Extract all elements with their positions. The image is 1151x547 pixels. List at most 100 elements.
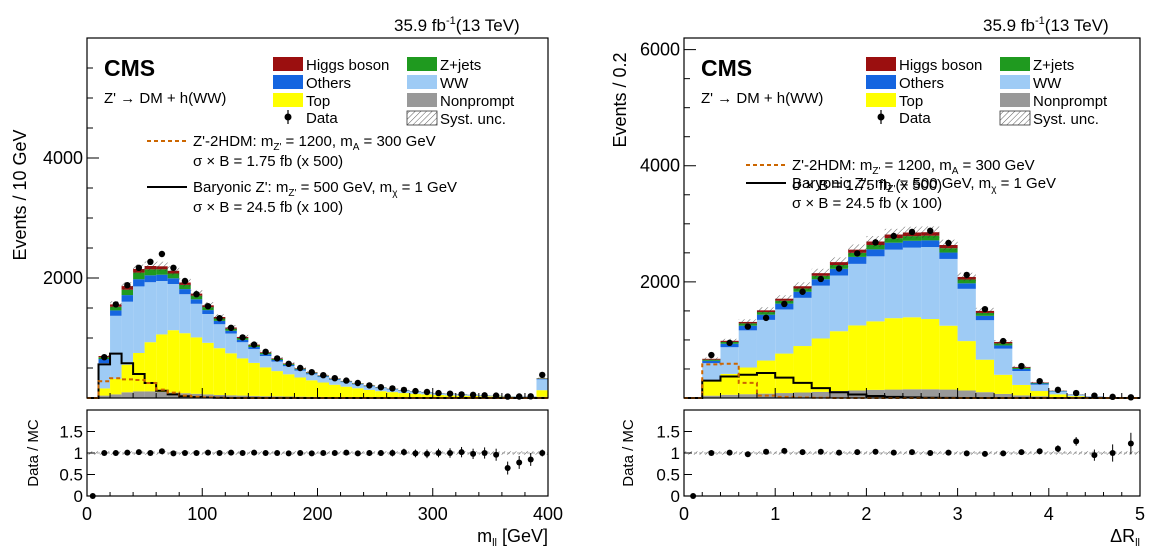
stack-bar-others bbox=[957, 283, 976, 289]
x-tick-label: 300 bbox=[418, 504, 448, 524]
data-point bbox=[981, 305, 989, 313]
stack-bar-others bbox=[884, 242, 903, 250]
legend-label-data: Data bbox=[899, 110, 931, 127]
stack-bar-ww bbox=[317, 377, 330, 383]
stack-bar-top bbox=[902, 317, 922, 390]
data-point bbox=[435, 389, 442, 397]
stack-bar-ww bbox=[282, 366, 295, 375]
stack-bar-ww bbox=[352, 384, 364, 389]
ratio-point bbox=[927, 450, 934, 456]
stack-bar-ww bbox=[98, 363, 111, 389]
right-x-axis-label: ΔRll bbox=[1110, 526, 1140, 547]
syst-band bbox=[536, 377, 548, 379]
stack-bar-ww bbox=[133, 286, 145, 353]
left-panel: 0 100 200 300 400 2000 4000 0 0.5 1 1.5 35.9 fb-1(… bbox=[10, 15, 563, 547]
ratio-point bbox=[481, 450, 488, 456]
right-process-label: Z' → DM + h(WW) bbox=[701, 90, 823, 107]
stack-bar-z-jets bbox=[957, 279, 976, 284]
data-point bbox=[854, 250, 861, 257]
y-tick-label: 6000 bbox=[640, 40, 680, 60]
data-point bbox=[927, 227, 934, 234]
data-point bbox=[320, 372, 327, 379]
ratio-point bbox=[836, 449, 843, 456]
stack-bar-others bbox=[994, 345, 1013, 349]
stack-bar-others bbox=[190, 299, 203, 304]
ratio-point bbox=[1054, 445, 1061, 452]
ratio-point bbox=[285, 450, 292, 457]
stack-bar-ww bbox=[329, 379, 341, 385]
stack-bar-nonprompt bbox=[133, 391, 145, 398]
ratio-point bbox=[1036, 448, 1043, 455]
stack-bar-top bbox=[398, 393, 410, 398]
syst-band bbox=[156, 261, 168, 271]
ratio-point bbox=[516, 459, 523, 466]
data-point bbox=[389, 385, 396, 392]
stack-bar-top bbox=[156, 334, 168, 392]
data-point bbox=[481, 392, 488, 399]
stack-bar-others bbox=[110, 310, 122, 316]
data-point bbox=[817, 275, 824, 283]
ratio-point bbox=[239, 450, 246, 456]
stack-bar-top bbox=[536, 390, 548, 397]
ratio-y-tick-label: 1 bbox=[671, 444, 680, 463]
stack-bar-top bbox=[975, 359, 995, 393]
ratio-point bbox=[320, 450, 327, 456]
x-tick-label: 2 bbox=[861, 504, 871, 524]
stack-bar-top bbox=[144, 342, 157, 392]
stack-bar-ww bbox=[975, 320, 995, 360]
ratio-point bbox=[205, 449, 212, 456]
stack-bar-ww bbox=[756, 319, 776, 361]
stack-bar-ww bbox=[829, 275, 849, 332]
data-point bbox=[908, 228, 916, 236]
stack-bar-ww bbox=[702, 363, 721, 381]
stack-bar-ww bbox=[225, 333, 237, 354]
stack-bar-top bbox=[282, 374, 295, 397]
left-process-label: Z' → DM + h(WW) bbox=[104, 90, 226, 107]
signal-line-2hdm bbox=[684, 362, 1140, 399]
stack-bar-nonprompt bbox=[902, 389, 922, 398]
ratio-point bbox=[389, 450, 396, 456]
stack-bar-top bbox=[939, 325, 958, 390]
stack-bar-z-jets bbox=[179, 284, 191, 290]
ratio-point bbox=[423, 450, 430, 457]
stack-bar-nonprompt bbox=[236, 395, 249, 398]
syst-band bbox=[848, 244, 867, 255]
legend-label-top: Top bbox=[306, 93, 330, 110]
stack-bar-top bbox=[432, 395, 445, 398]
ratio-point bbox=[135, 449, 142, 456]
ratio-point bbox=[112, 450, 119, 456]
right-main-frame bbox=[683, 37, 1141, 399]
stack-bar-nonprompt bbox=[738, 394, 757, 398]
stack-bar-top bbox=[236, 358, 249, 396]
stack-bar-others bbox=[133, 279, 145, 287]
stack-bar-others bbox=[1012, 368, 1031, 371]
stack-bar-top bbox=[305, 380, 318, 397]
stack-bar-others bbox=[156, 274, 168, 281]
stack-bar-ww bbox=[110, 315, 122, 379]
x-tick-label: 5 bbox=[1135, 504, 1145, 524]
legend-swatch-zjets bbox=[1000, 57, 1030, 71]
stack-bar-top bbox=[202, 342, 214, 395]
stack-bar-ww bbox=[167, 284, 180, 331]
ratio-point bbox=[262, 450, 269, 456]
stack-bar-top bbox=[921, 319, 940, 390]
legend-xsec-2hdm: σ × B = 1.75 fb (x 500) bbox=[193, 153, 343, 170]
ratio-point bbox=[331, 450, 338, 456]
stack-bar-z-jets bbox=[156, 269, 168, 275]
stack-bar-ww bbox=[738, 330, 757, 368]
stack-bar-others bbox=[248, 347, 260, 350]
syst-band bbox=[144, 261, 157, 271]
ratio-point bbox=[124, 449, 131, 456]
stack-bar-ww bbox=[305, 374, 318, 381]
ratio-y-tick-label: 0.5 bbox=[656, 466, 680, 485]
stack-bar-top bbox=[702, 380, 721, 396]
y-tick-label: 2000 bbox=[43, 268, 83, 288]
legend-label-higgs: Higgs boson bbox=[306, 57, 389, 74]
ratio-point bbox=[890, 449, 897, 456]
data-point bbox=[708, 351, 715, 359]
stack-bar-top bbox=[363, 389, 376, 398]
data-point bbox=[308, 369, 315, 376]
left-main-frame bbox=[86, 37, 549, 399]
stack-bar-nonprompt bbox=[921, 389, 940, 398]
right-cms-label: CMS bbox=[701, 55, 752, 81]
